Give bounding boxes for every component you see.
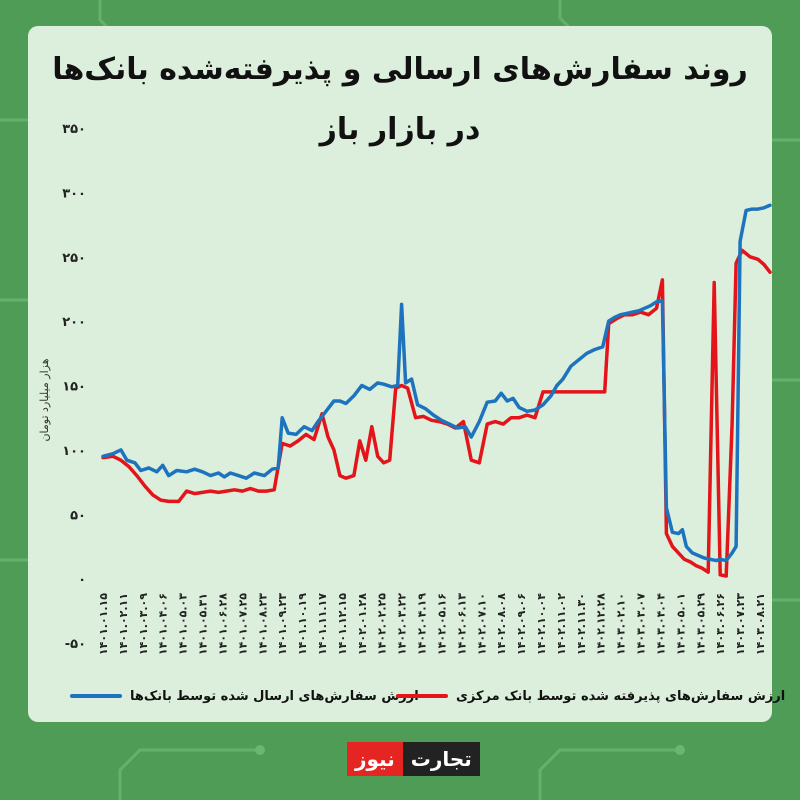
legend-item-red: ارزش سفارش‌های پذیرفته شده توسط بانک مرک… [396, 684, 785, 708]
x-tick-label: ۱۴۰۱.۱۱.۱۷ [316, 593, 329, 655]
x-tick-label: ۱۴۰۲.۰۳.۲۲ [396, 593, 409, 655]
x-tick-label: ۱۴۰۲.۰۸.۰۸ [495, 593, 508, 655]
y-tick-label: ۰ [78, 573, 86, 588]
x-tick-label: ۱۴۰۱.۰۱.۱۵ [97, 593, 110, 655]
x-tick-label: ۱۴۰۳.۰۴.۰۴ [654, 593, 667, 655]
x-tick-label: ۱۴۰۱.۰۴.۰۶ [157, 593, 170, 655]
x-axis-ticks: ۱۴۰۱.۰۱.۱۵ ۱۴۰۱.۰۲.۱۱ ۱۴۰۱.۰۳.۰۹ ۱۴۰۱.۰۴.۰۶… [97, 593, 767, 655]
x-tick-label: ۱۴۰۱.۰۵.۰۳ [177, 593, 190, 655]
x-tick-label: ۱۴۰۲.۱۰.۰۴ [535, 593, 548, 655]
legend-swatch-red [396, 694, 448, 698]
brand-logo: تجارت نیوز [347, 742, 480, 776]
series-lines [101, 203, 772, 578]
legend-label-blue: ارزش سفارش‌های ارسال شده توسط بانک‌ها [130, 688, 419, 704]
x-tick-label: ۱۴۰۳.۰۷.۲۳ [734, 593, 747, 655]
x-tick-label: ۱۴۰۱.۰۸.۲۳ [256, 593, 269, 655]
x-tick-label: ۱۴۰۱.۰۶.۲۸ [216, 593, 229, 655]
x-tick-label: ۱۴۰۲.۰۴.۱۹ [416, 593, 429, 655]
x-tick-label: ۱۴۰۲.۰۵.۱۶ [435, 593, 448, 655]
y-tick-label: ۳۵۰ [62, 122, 86, 137]
x-tick-label: ۱۴۰۱.۰۹.۲۳ [276, 593, 289, 655]
y-tick-label: ۳۰۰ [62, 186, 86, 201]
legend-label-red: ارزش سفارش‌های پذیرفته شده توسط بانک مرک… [456, 688, 786, 704]
x-tick-label: ۱۴۰۲.۰۷.۱۰ [475, 593, 488, 655]
y-tick-label: ۲۵۰ [62, 251, 86, 266]
x-tick-label: ۱۴۰۱.۰۳.۰۹ [137, 593, 150, 655]
x-tick-label: ۱۴۰۱.۰۵.۳۱ [197, 593, 210, 655]
x-tick-label: ۱۴۰۲.۱۲.۲۸ [595, 593, 608, 655]
y-tick-label: ۲۰۰ [62, 315, 86, 330]
y-tick-label: ۱۰۰ [62, 444, 86, 459]
x-tick-label: ۱۴۰۳.۰۳.۰۷ [635, 593, 648, 655]
x-tick-label: ۱۴۰۲.۰۹.۰۶ [515, 593, 528, 655]
x-tick-label: ۱۴۰۳.۰۵.۰۱ [674, 593, 687, 655]
x-tick-label: ۱۴۰۲.۰۶.۱۳ [455, 593, 468, 655]
series-line-sent [101, 203, 772, 563]
legend-item-blue: ارزش سفارش‌های ارسال شده توسط بانک‌ها [70, 684, 419, 708]
chart-title: روند سفارش‌های ارسالی و پذیرفته‌شده بانک… [52, 52, 748, 147]
x-tick-label: ۱۴۰۳.۰۵.۲۹ [694, 593, 707, 655]
x-tick-label: ۱۴۰۲.۱۱.۰۲ [555, 593, 568, 655]
x-tick-label: ۱۴۰۲.۱۱.۳۰ [575, 593, 588, 655]
logo-part-2: نیوز [347, 742, 403, 776]
y-axis-label: هزار میلیارد تومان [38, 358, 51, 441]
logo-part-1: تجارت [402, 742, 480, 776]
legend-swatch-blue [70, 694, 122, 698]
x-tick-label: ۱۴۰۱.۰۲.۱۱ [117, 593, 130, 655]
y-axis-ticks: -۵۰ ۰ ۵۰ ۱۰۰ ۱۵۰ ۲۰۰ ۲۵۰ ۳۰۰ ۳۵۰ [62, 122, 86, 652]
x-tick-label: ۱۴۰۳.۰۸.۲۱ [754, 593, 767, 655]
y-tick-label: ۵۰ [70, 508, 86, 523]
y-tick-label: -۵۰ [65, 637, 86, 652]
x-tick-label: ۱۴۰۱.۱۰.۱۹ [296, 593, 309, 655]
x-tick-label: ۱۴۰۲.۰۱.۲۸ [356, 593, 369, 655]
y-tick-label: ۱۵۰ [62, 380, 86, 395]
x-tick-label: ۱۴۰۳.۰۶.۲۶ [714, 593, 727, 655]
x-tick-label: ۱۴۰۳.۰۲.۱۰ [615, 593, 628, 655]
x-tick-label: ۱۴۰۲.۰۲.۲۵ [376, 593, 389, 655]
x-tick-label: ۱۴۰۱.۱۲.۱۵ [336, 593, 349, 655]
x-tick-label: ۱۴۰۱.۰۷.۲۵ [236, 593, 249, 655]
